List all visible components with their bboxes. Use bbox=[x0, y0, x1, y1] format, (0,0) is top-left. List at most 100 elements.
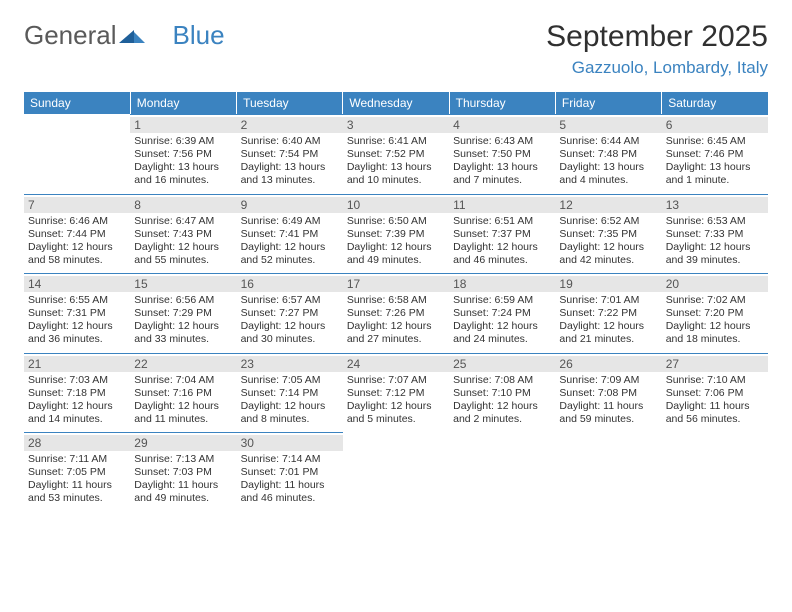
sunrise-line: Sunrise: 6:55 AM bbox=[28, 294, 126, 307]
sunset-line: Sunset: 7:33 PM bbox=[666, 228, 764, 241]
day-cell: 27Sunrise: 7:10 AMSunset: 7:06 PMDayligh… bbox=[662, 353, 768, 433]
calendar-cell: 18Sunrise: 6:59 AMSunset: 7:24 PMDayligh… bbox=[449, 273, 555, 353]
sunset-line: Sunset: 7:22 PM bbox=[559, 307, 657, 320]
daylight-line: and 55 minutes. bbox=[134, 254, 232, 267]
daylight-line: and 5 minutes. bbox=[347, 413, 445, 426]
day-cell: 29Sunrise: 7:13 AMSunset: 7:03 PMDayligh… bbox=[130, 432, 236, 512]
calendar-cell: 23Sunrise: 7:05 AMSunset: 7:14 PMDayligh… bbox=[237, 353, 343, 433]
calendar-cell: 8Sunrise: 6:47 AMSunset: 7:43 PMDaylight… bbox=[130, 194, 236, 274]
day-number: 23 bbox=[237, 356, 343, 372]
sunrise-line: Sunrise: 7:10 AM bbox=[666, 374, 764, 387]
sunrise-line: Sunrise: 7:14 AM bbox=[241, 453, 339, 466]
day-cell: 24Sunrise: 7:07 AMSunset: 7:12 PMDayligh… bbox=[343, 353, 449, 433]
day-cell: 25Sunrise: 7:08 AMSunset: 7:10 PMDayligh… bbox=[449, 353, 555, 433]
daylight-line: Daylight: 12 hours bbox=[134, 320, 232, 333]
sunrise-line: Sunrise: 6:59 AM bbox=[453, 294, 551, 307]
sunrise-line: Sunrise: 6:44 AM bbox=[559, 135, 657, 148]
day-number: 22 bbox=[130, 356, 236, 372]
daylight-line: Daylight: 12 hours bbox=[134, 241, 232, 254]
day-number: 24 bbox=[343, 356, 449, 372]
day-cell: 1Sunrise: 6:39 AMSunset: 7:56 PMDaylight… bbox=[130, 114, 236, 194]
calendar-week-row: 7Sunrise: 6:46 AMSunset: 7:44 PMDaylight… bbox=[24, 194, 768, 274]
calendar-week-row: 1Sunrise: 6:39 AMSunset: 7:56 PMDaylight… bbox=[24, 114, 768, 194]
sunrise-line: Sunrise: 6:52 AM bbox=[559, 215, 657, 228]
day-cell: 3Sunrise: 6:41 AMSunset: 7:52 PMDaylight… bbox=[343, 114, 449, 194]
sunrise-line: Sunrise: 6:41 AM bbox=[347, 135, 445, 148]
sunset-line: Sunset: 7:39 PM bbox=[347, 228, 445, 241]
sunset-line: Sunset: 7:18 PM bbox=[28, 387, 126, 400]
daylight-line: Daylight: 13 hours bbox=[666, 161, 764, 174]
day-cell: 23Sunrise: 7:05 AMSunset: 7:14 PMDayligh… bbox=[237, 353, 343, 433]
daylight-line: Daylight: 12 hours bbox=[347, 320, 445, 333]
day-cell: 16Sunrise: 6:57 AMSunset: 7:27 PMDayligh… bbox=[237, 273, 343, 353]
calendar-week-row: 21Sunrise: 7:03 AMSunset: 7:18 PMDayligh… bbox=[24, 353, 768, 433]
daylight-line: and 46 minutes. bbox=[241, 492, 339, 505]
daylight-line: Daylight: 12 hours bbox=[241, 241, 339, 254]
page-title: September 2025 bbox=[546, 20, 768, 54]
daylight-line: and 42 minutes. bbox=[559, 254, 657, 267]
day-number: 5 bbox=[555, 117, 661, 133]
sunset-line: Sunset: 7:01 PM bbox=[241, 466, 339, 479]
sunset-line: Sunset: 7:41 PM bbox=[241, 228, 339, 241]
calendar-cell bbox=[343, 432, 449, 512]
daylight-line: and 46 minutes. bbox=[453, 254, 551, 267]
calendar-cell: 17Sunrise: 6:58 AMSunset: 7:26 PMDayligh… bbox=[343, 273, 449, 353]
day-number: 14 bbox=[24, 276, 130, 292]
daylight-line: and 49 minutes. bbox=[134, 492, 232, 505]
day-cell: 28Sunrise: 7:11 AMSunset: 7:05 PMDayligh… bbox=[24, 432, 130, 512]
weekday-header-row: SundayMondayTuesdayWednesdayThursdayFrid… bbox=[24, 92, 768, 114]
day-cell: 26Sunrise: 7:09 AMSunset: 7:08 PMDayligh… bbox=[555, 353, 661, 433]
day-number: 13 bbox=[662, 197, 768, 213]
sunrise-line: Sunrise: 7:07 AM bbox=[347, 374, 445, 387]
daylight-line: and 30 minutes. bbox=[241, 333, 339, 346]
day-number: 10 bbox=[343, 197, 449, 213]
sunrise-line: Sunrise: 7:02 AM bbox=[666, 294, 764, 307]
sunrise-line: Sunrise: 6:43 AM bbox=[453, 135, 551, 148]
calendar-cell: 20Sunrise: 7:02 AMSunset: 7:20 PMDayligh… bbox=[662, 273, 768, 353]
calendar-cell: 26Sunrise: 7:09 AMSunset: 7:08 PMDayligh… bbox=[555, 353, 661, 433]
calendar-cell: 30Sunrise: 7:14 AMSunset: 7:01 PMDayligh… bbox=[237, 432, 343, 512]
sunset-line: Sunset: 7:44 PM bbox=[28, 228, 126, 241]
calendar-cell: 16Sunrise: 6:57 AMSunset: 7:27 PMDayligh… bbox=[237, 273, 343, 353]
day-number: 19 bbox=[555, 276, 661, 292]
daylight-line: and 4 minutes. bbox=[559, 174, 657, 187]
calendar-cell bbox=[449, 432, 555, 512]
calendar-cell: 1Sunrise: 6:39 AMSunset: 7:56 PMDaylight… bbox=[130, 114, 236, 194]
daylight-line: and 53 minutes. bbox=[28, 492, 126, 505]
day-cell: 30Sunrise: 7:14 AMSunset: 7:01 PMDayligh… bbox=[237, 432, 343, 512]
daylight-line: Daylight: 13 hours bbox=[453, 161, 551, 174]
daylight-line: and 49 minutes. bbox=[347, 254, 445, 267]
sunset-line: Sunset: 7:52 PM bbox=[347, 148, 445, 161]
sunset-line: Sunset: 7:48 PM bbox=[559, 148, 657, 161]
empty-cell bbox=[343, 432, 449, 510]
day-cell: 9Sunrise: 6:49 AMSunset: 7:41 PMDaylight… bbox=[237, 194, 343, 274]
daylight-line: and 13 minutes. bbox=[241, 174, 339, 187]
sunrise-line: Sunrise: 7:03 AM bbox=[28, 374, 126, 387]
sunset-line: Sunset: 7:50 PM bbox=[453, 148, 551, 161]
daylight-line: and 59 minutes. bbox=[559, 413, 657, 426]
day-number: 27 bbox=[662, 356, 768, 372]
calendar-cell: 11Sunrise: 6:51 AMSunset: 7:37 PMDayligh… bbox=[449, 194, 555, 274]
sunrise-line: Sunrise: 7:11 AM bbox=[28, 453, 126, 466]
sunrise-line: Sunrise: 6:45 AM bbox=[666, 135, 764, 148]
calendar-cell bbox=[24, 114, 130, 194]
day-number: 3 bbox=[343, 117, 449, 133]
sunrise-line: Sunrise: 6:39 AM bbox=[134, 135, 232, 148]
daylight-line: and 8 minutes. bbox=[241, 413, 339, 426]
sunset-line: Sunset: 7:43 PM bbox=[134, 228, 232, 241]
sunset-line: Sunset: 7:24 PM bbox=[453, 307, 551, 320]
weekday-header: Tuesday bbox=[237, 92, 343, 114]
empty-cell bbox=[555, 432, 661, 510]
calendar-cell: 14Sunrise: 6:55 AMSunset: 7:31 PMDayligh… bbox=[24, 273, 130, 353]
header: General Blue September 2025 Gazzuolo, Lo… bbox=[0, 0, 792, 86]
day-number: 12 bbox=[555, 197, 661, 213]
daylight-line: Daylight: 12 hours bbox=[28, 400, 126, 413]
daylight-line: Daylight: 12 hours bbox=[666, 241, 764, 254]
daylight-line: Daylight: 12 hours bbox=[666, 320, 764, 333]
calendar-cell: 4Sunrise: 6:43 AMSunset: 7:50 PMDaylight… bbox=[449, 114, 555, 194]
day-cell: 13Sunrise: 6:53 AMSunset: 7:33 PMDayligh… bbox=[662, 194, 768, 274]
logo: General Blue bbox=[24, 20, 225, 51]
sunset-line: Sunset: 7:06 PM bbox=[666, 387, 764, 400]
calendar-cell: 9Sunrise: 6:49 AMSunset: 7:41 PMDaylight… bbox=[237, 194, 343, 274]
daylight-line: and 58 minutes. bbox=[28, 254, 126, 267]
